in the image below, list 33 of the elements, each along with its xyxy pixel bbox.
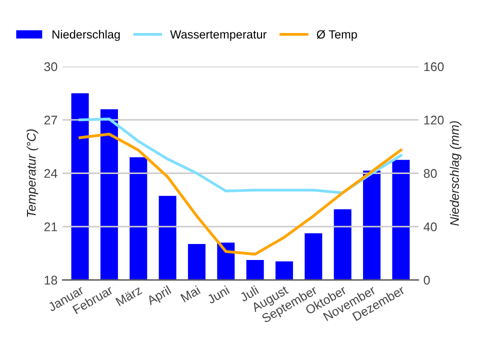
y-axis-title: Temperatur (°C) <box>26 129 38 217</box>
y-tick-label: 21 <box>44 222 58 232</box>
x-tick-label: Juni <box>206 285 230 304</box>
bar <box>71 93 89 280</box>
bar <box>217 242 235 280</box>
legend-label: Ø Temp <box>316 30 357 41</box>
y2-tick-label: 0 <box>424 276 430 285</box>
y-tick-label: 18 <box>44 276 58 285</box>
x-tick-label: März <box>115 286 142 306</box>
y2-tick-label: 80 <box>424 169 437 178</box>
legend-label: Niederschlag <box>52 30 120 41</box>
y-tick-label: 27 <box>44 116 58 124</box>
legend-label: Wassertemperatur <box>170 30 267 41</box>
bar <box>363 170 381 280</box>
line-series <box>78 132 402 256</box>
y-tick-label: 30 <box>44 62 58 72</box>
bar <box>130 157 148 280</box>
line-series <box>78 118 402 194</box>
bar <box>334 209 352 280</box>
y2-axis-title: Niederschlag (mm) <box>450 121 462 226</box>
y2-tick-label: 120 <box>424 116 444 125</box>
bar <box>246 260 264 280</box>
bar <box>392 160 410 280</box>
bar <box>100 109 118 280</box>
x-tick-label: April <box>146 285 173 308</box>
y2-tick-label: 40 <box>424 222 437 232</box>
y2-tick-label: 160 <box>424 62 444 72</box>
bar <box>158 196 176 280</box>
bar <box>304 233 322 280</box>
bar <box>276 261 294 280</box>
bar <box>188 244 206 280</box>
y-tick-label: 24 <box>44 169 58 178</box>
x-tick-label: Mai <box>180 285 201 302</box>
